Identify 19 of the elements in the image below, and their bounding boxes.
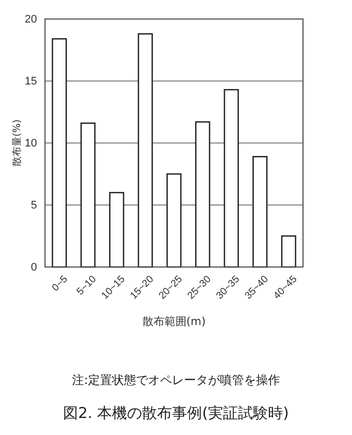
- bar: [195, 121, 210, 268]
- bar: [138, 33, 153, 268]
- text: 注:定置状態でオペレータが噴管を操作: [72, 373, 280, 387]
- bar: [166, 173, 182, 268]
- x-tick-label: 0~5: [50, 274, 70, 294]
- y-tick-label: 0: [30, 262, 37, 274]
- bar: [281, 235, 296, 268]
- bar: [52, 38, 67, 268]
- text: 図2. 本機の散布事例(実証試験時): [63, 404, 289, 422]
- bar: [252, 156, 268, 268]
- bar: [224, 89, 239, 268]
- bar: [109, 192, 124, 268]
- y-axis-title: 散布量(%): [11, 119, 23, 167]
- x-axis-title: 散布範囲(m): [142, 315, 206, 328]
- y-tick-label: 5: [30, 200, 37, 212]
- y-tick-label: 15: [24, 76, 37, 88]
- y-tick-label: 20: [24, 14, 37, 26]
- bar: [80, 122, 96, 268]
- y-tick-label: 10: [24, 138, 37, 150]
